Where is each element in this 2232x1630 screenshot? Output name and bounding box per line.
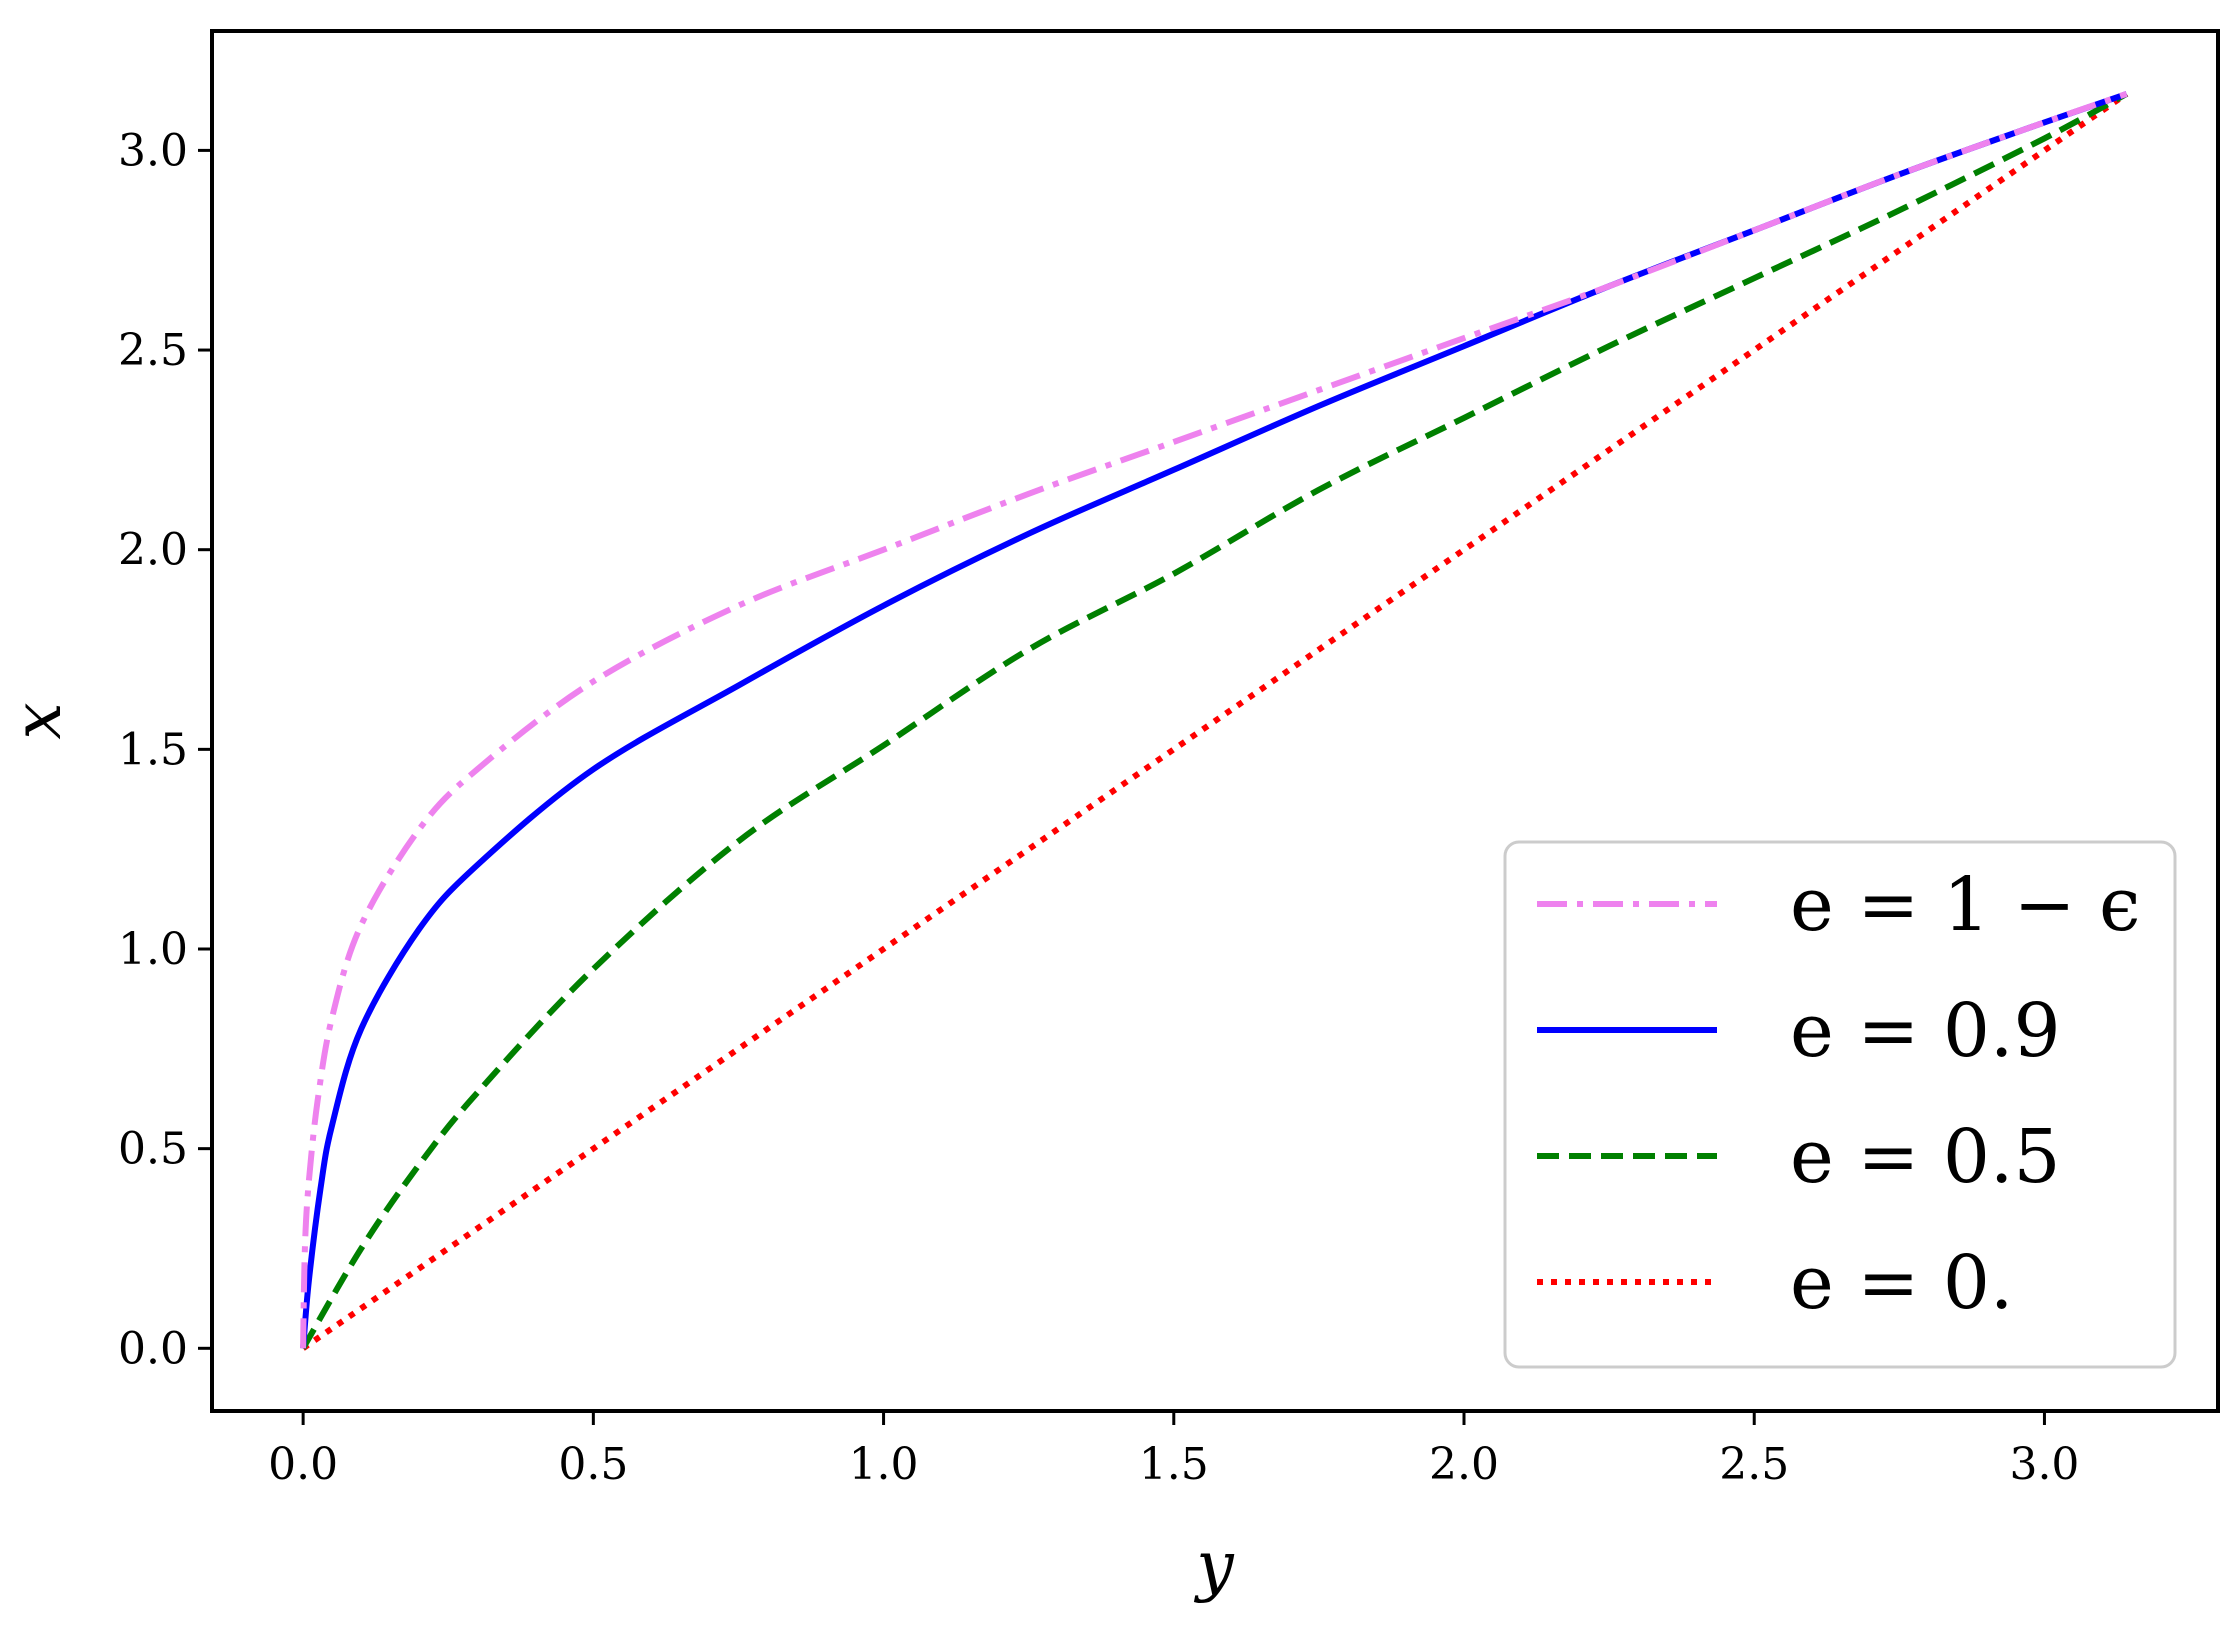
x-axis-label: y: [1193, 1527, 1234, 1604]
series-line: [301, 91, 2129, 1351]
y-tick-label: 3.0: [118, 125, 188, 176]
y-tick-label: 0.5: [118, 1124, 188, 1175]
y-axis-ticks: 0.0 0.5 1.0 1.5 2.0 2.5 3.0: [118, 125, 212, 1374]
legend-label: e = 0.5: [1790, 1114, 2061, 1200]
legend-box: [1503, 840, 2177, 1369]
series-line: [300, 91, 2129, 1350]
x-tick-label: 1.0: [849, 1439, 919, 1490]
x-tick-label: 0.0: [268, 1439, 338, 1490]
y-tick-label: 0.0: [118, 1323, 188, 1374]
x-axis-ticks: 0.0 0.5 1.0 1.5 2.0 2.5 3.0: [268, 1411, 2079, 1490]
y-axis-label: x: [0, 702, 76, 739]
x-tick-label: 0.5: [558, 1439, 628, 1490]
x-tick-label: 1.5: [1139, 1439, 1209, 1490]
legend: e = 1 − ϵ e = 0.9 e = 0.5 e = 0.: [1503, 840, 2177, 1369]
y-tick-label: 2.5: [118, 325, 188, 376]
plot-frame: [210, 29, 2220, 1413]
legend-label: e = 0.9: [1790, 988, 2061, 1074]
y-tick-label: 2.0: [118, 525, 188, 576]
x-tick-label: 2.0: [1429, 1439, 1499, 1490]
y-tick-label: 1.5: [118, 724, 188, 775]
y-tick-label: 1.0: [118, 924, 188, 975]
x-tick-label: 3.0: [2009, 1439, 2079, 1490]
legend-label: e = 0.: [1790, 1240, 2013, 1326]
legend-label: e = 1 − ϵ: [1790, 862, 2140, 948]
x-tick-label: 2.5: [1719, 1439, 1789, 1490]
plot-lines: [300, 91, 2129, 1351]
